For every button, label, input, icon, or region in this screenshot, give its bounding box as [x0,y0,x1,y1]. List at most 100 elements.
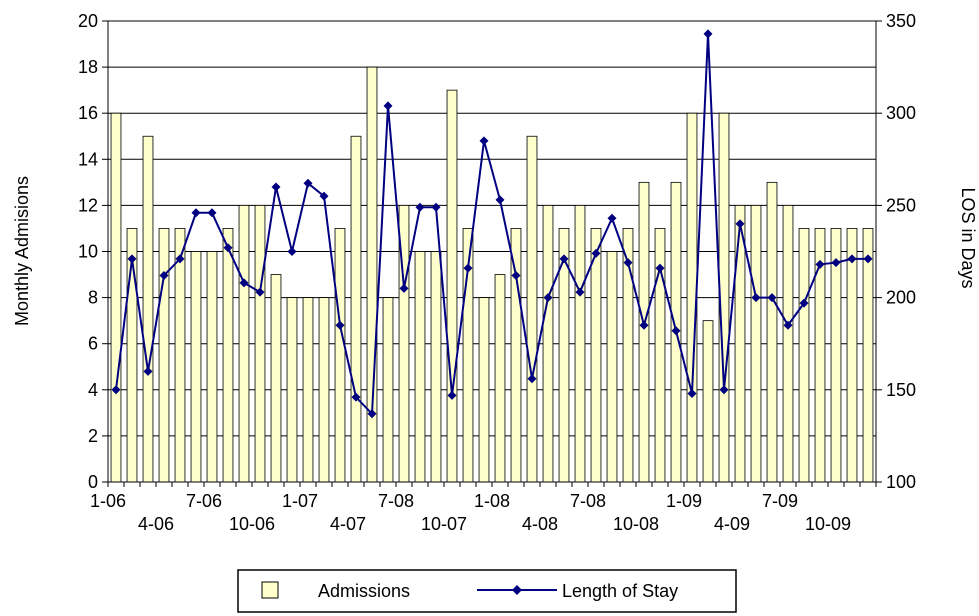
left-axis-tick-label: 10 [78,242,98,262]
admissions-bar [286,297,298,483]
los-point [399,283,409,293]
x-axis-tick-label: 1-07 [282,491,318,511]
admissions-bar [446,89,458,483]
admissions-bar [702,320,714,483]
los-point [799,298,809,308]
admissions-bar [334,228,346,483]
los-point [175,254,185,264]
los-point [127,254,137,264]
los-point [495,195,505,205]
los-point [591,248,601,258]
los-point [207,208,217,218]
los-point [239,278,249,288]
x-axis-tick-label: 1-06 [90,491,126,511]
admissions-bar [766,181,778,483]
admissions-bar [318,297,330,483]
x-axis-tick-label: 4-08 [522,514,558,534]
los-point [751,293,761,303]
left-axis-tick-label: 0 [88,472,98,492]
los-point [447,390,457,400]
admissions-bar [222,228,234,483]
los-point [479,136,489,146]
admissions-bar [302,297,314,483]
x-axis-tick-label: 10-09 [805,514,851,534]
admissions-bar [734,204,746,483]
admissions-bar [206,251,218,483]
left-axis-tick-label: 16 [78,103,98,123]
admissions-bar [590,228,602,483]
right-axis-tick-label: 150 [886,380,916,400]
los-point [287,247,297,256]
admissions-bar [254,204,266,483]
los-polyline [115,33,868,417]
admissions-bar [366,66,378,483]
x-axis-tick-label: 4-06 [138,514,174,534]
legend-admissions-swatch [261,581,279,599]
left-axis-tick-label: 12 [78,195,98,215]
los-point [607,213,617,223]
admissions-bar [510,228,522,483]
length-of-stay-line [111,29,873,419]
admissions-bar [414,251,426,483]
los-point [159,270,169,280]
x-axis-tick-label: 7-08 [378,491,414,511]
x-axis-tick-label: 4-07 [330,514,366,534]
los-point [191,208,201,218]
admissions-bar [110,112,122,483]
admissions-bar [238,204,250,483]
los-point [719,385,729,395]
los-point [351,392,361,402]
admissions-bar [526,135,538,483]
x-axis-tick-label: 10-07 [421,514,467,534]
right-axis: 100 150 200 250 300 350 [876,11,916,492]
los-point [431,202,441,212]
los-point [783,320,793,330]
left-axis-tick-label: 20 [78,11,98,31]
los-point [367,409,377,419]
gridlines [108,66,876,437]
los-point [319,191,329,201]
admissions-bar [430,251,442,483]
x-axis-tick-label: 7-06 [186,491,222,511]
x-axis-tick-label: 7-08 [570,491,606,511]
los-point [463,263,473,273]
los-point [111,385,121,395]
x-axis-tick-label: 1-08 [474,491,510,511]
admissions-bar [782,204,794,483]
los-point [735,219,745,229]
x-axis: 1-06 7-06 1-07 7-08 1-08 7-08 1-09 7-09 4-06 10-0… [90,482,877,534]
admissions-bar [750,204,762,483]
los-point [383,101,393,111]
admissions-bar [846,228,858,483]
right-axis-tick-label: 250 [886,195,916,215]
x-axis-tick-label: 7-09 [762,491,798,511]
admissions-bar [350,135,362,483]
los-point [303,178,313,188]
admissions-bar [494,274,506,483]
x-axis-tick-label: 10-08 [613,514,659,534]
admissions-bar [798,228,810,483]
los-point [271,182,281,192]
right-axis-tick-label: 100 [886,472,916,492]
left-axis-tick-label: 14 [78,149,98,169]
los-point [863,254,873,264]
los-point [575,287,585,297]
left-axis-tick-label: 6 [88,334,98,354]
admissions-bars [110,66,874,483]
left-axis: 0 2 4 6 8 10 12 14 16 18 20 [78,11,108,492]
admissions-bar [574,204,586,483]
admissions-bar [606,251,618,483]
los-point [639,320,649,330]
y-left-axis-title: Monthly Admisions [12,176,32,326]
admissions-bar [382,297,394,483]
los-point [671,326,681,336]
los-point [847,254,857,264]
los-point [335,320,345,330]
x-axis-tick-label: 10-06 [229,514,275,534]
left-axis-tick-label: 2 [88,426,98,446]
los-point [687,388,697,398]
admissions-bar [638,181,650,483]
y-right-axis-title: LOS in Days [958,187,978,288]
admissions-bar [190,251,202,483]
